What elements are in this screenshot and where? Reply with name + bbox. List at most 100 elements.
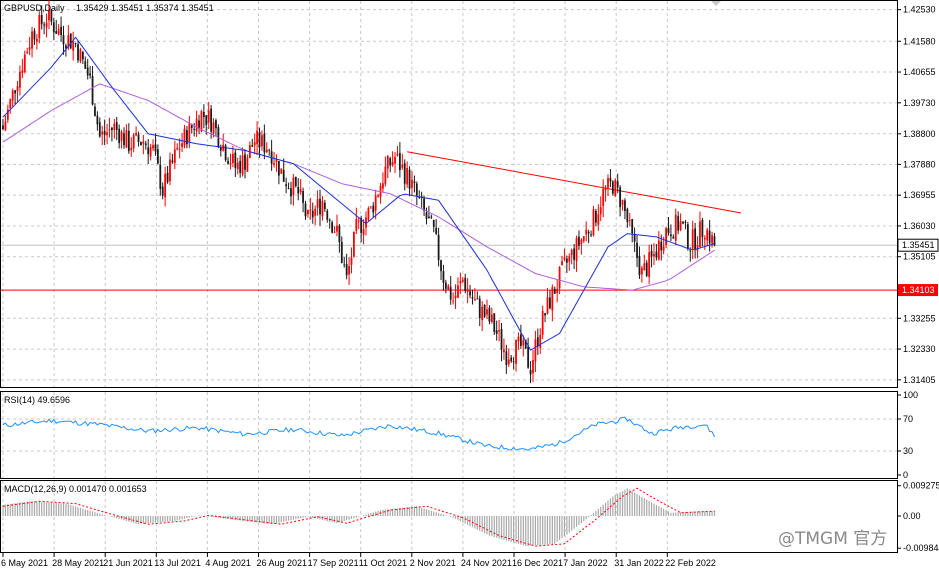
candle-bearish [595, 210, 597, 223]
candle-bearish [686, 224, 689, 249]
time-tick-label: 24 Nov 2021 [461, 558, 512, 568]
candle-bullish [11, 90, 14, 101]
candle-bearish [713, 236, 716, 246]
time-tick-label: 7 Jan 2022 [563, 558, 608, 568]
candle-bullish [365, 217, 367, 228]
watermark: @TMGM 官方 [778, 529, 887, 549]
candle-bearish [227, 161, 229, 164]
candle-bearish [55, 31, 58, 34]
candle-bullish [640, 267, 643, 275]
candle-bearish [77, 44, 79, 61]
candle-bearish [52, 22, 55, 33]
price-tick-label: 1.35105 [903, 252, 936, 262]
candle-bearish [611, 181, 614, 194]
candle-bullish [309, 209, 312, 211]
candle-bullish [314, 208, 317, 216]
candle-bearish [302, 191, 304, 203]
candle-bearish [62, 35, 65, 45]
price-tick-label: 1.33255 [903, 313, 936, 323]
price-tick-label: 1.36955 [903, 190, 936, 200]
current-price-label: 1.35451 [902, 240, 935, 250]
candle-bearish [171, 160, 174, 163]
candle-bullish [452, 300, 455, 302]
candle-bullish [176, 147, 179, 150]
candle-bearish [282, 170, 285, 182]
resistance-trendline [407, 151, 742, 214]
candle-bearish [224, 145, 227, 161]
candle-bullish [265, 149, 268, 153]
candle-bullish [241, 155, 244, 175]
candle-bullish [181, 143, 183, 147]
candle-bullish [169, 159, 171, 182]
candle-bearish [609, 177, 612, 182]
candle-bearish [74, 43, 77, 45]
candle-bullish [195, 118, 198, 132]
candle-bullish [486, 309, 488, 315]
candle-bearish [553, 288, 556, 294]
candle-bullish [152, 144, 154, 149]
rsi-tick-label: 100 [903, 390, 918, 400]
candle-bullish [142, 141, 145, 144]
candle-bullish [481, 306, 484, 320]
candle-bearish [633, 233, 636, 242]
candle-bullish [657, 240, 660, 260]
candle-bullish [367, 208, 370, 220]
price-tick-label: 1.37880 [903, 159, 936, 169]
candle-bearish [476, 298, 479, 300]
candle-bullish [28, 47, 31, 50]
candle-bearish [670, 234, 672, 237]
candle-bullish [585, 229, 588, 235]
candle-bearish [510, 357, 513, 362]
rsi-tick-label: 30 [903, 446, 913, 456]
candle-bearish [529, 370, 532, 375]
candle-bullish [563, 257, 566, 260]
macd-panel: MACD(12,26,9) 0.001470 0.001653 0.009275… [0, 480, 939, 553]
candle-bearish [505, 351, 508, 365]
macd-axis: 0.009275 0.00 -0.009844 [897, 481, 939, 553]
candle-bearish [590, 234, 592, 236]
price-axis: 1.42530 1.41580 1.40655 1.39730 1.38800 1.378… [897, 5, 939, 385]
candle-bearish [573, 248, 576, 260]
candle-bearish [94, 106, 96, 117]
price-tick-label: 1.36030 [903, 221, 936, 231]
candle-bullish [362, 229, 365, 235]
candle-bullish [621, 199, 624, 206]
candle-bearish [118, 128, 121, 144]
price-tick-label: 1.31405 [903, 375, 936, 385]
candle-bearish [565, 258, 568, 263]
one-click-trading-marker[interactable] [711, 1, 721, 6]
moving-average-fast-line [2, 36, 715, 351]
candle-bullish [459, 280, 462, 284]
candle-bullish [229, 163, 232, 165]
candle-bearish [430, 216, 433, 218]
candle-bullish [273, 163, 275, 165]
candle-bullish [696, 245, 699, 251]
rsi-panel-frame [0, 391, 898, 479]
candle-bullish [570, 249, 573, 256]
price-tick-label: 1.39730 [903, 98, 936, 108]
candle-bullish [691, 229, 694, 249]
time-axis: 6 May 2021 28 May 2021 21 Jun 2021 13 Jul 2… [1, 553, 716, 568]
candle-bullish [674, 214, 677, 241]
candle-bearish [340, 241, 343, 263]
candle-bearish [297, 187, 300, 194]
candle-bearish [524, 339, 527, 349]
candle-bearish [234, 152, 237, 168]
candle-bearish [304, 203, 307, 217]
symbol-label: GBPUSD,Daily [4, 3, 65, 13]
candle-bearish [398, 152, 401, 171]
candle-bearish [493, 313, 496, 332]
candle-bullish [401, 164, 404, 168]
candle-bullish [653, 253, 655, 257]
candle-bullish [461, 279, 464, 282]
candle-bullish [369, 206, 372, 208]
candle-bearish [193, 128, 196, 130]
rsi-panel: RSI(14) 49.6596 100 70 30 0 [0, 390, 918, 480]
candle-bearish [96, 115, 99, 125]
macd-histogram [2, 488, 716, 547]
candle-bearish [708, 230, 711, 244]
candle-bearish [389, 158, 392, 166]
candle-bullish [374, 195, 377, 211]
candle-bullish [130, 147, 133, 150]
candle-bullish [662, 246, 665, 251]
